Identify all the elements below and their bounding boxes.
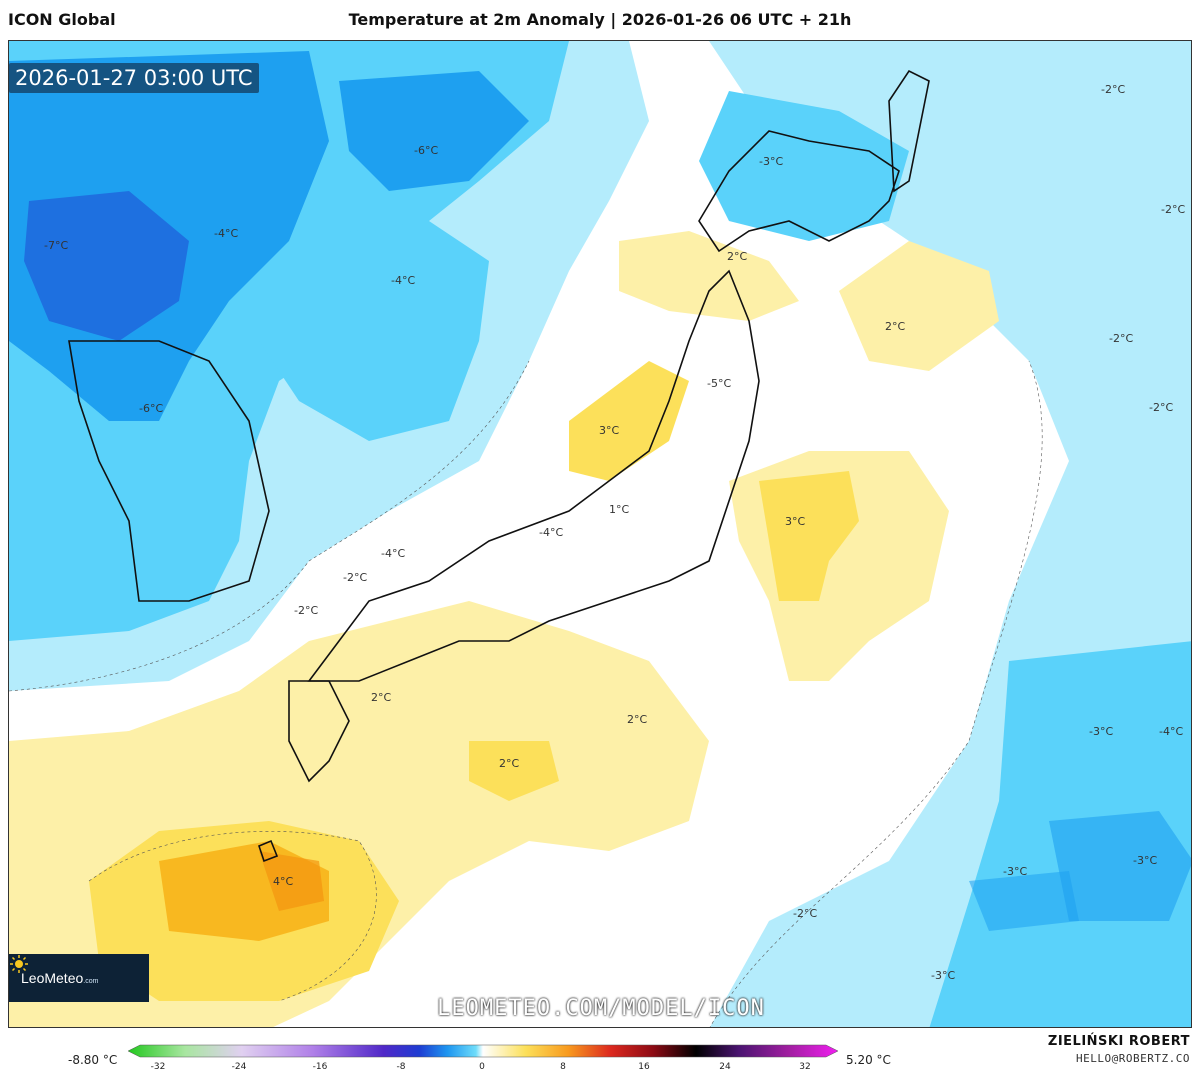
contour-label: -2°C [1149, 401, 1173, 414]
contour-label: 2°C [885, 320, 905, 333]
contour-label: 1°C [609, 503, 629, 516]
warm-deep-region [259, 851, 324, 911]
chart-title: Temperature at 2m Anomaly | 2026-01-26 0… [348, 10, 852, 29]
contour-label: -2°C [1101, 83, 1125, 96]
contour-label: 2°C [499, 757, 519, 770]
contour-label: 2°C [727, 250, 747, 263]
valid-time-badge: 2026-01-27 03:00 UTC [9, 63, 259, 93]
warm-pale-region [839, 241, 999, 371]
legend-tick: 32 [799, 1062, 811, 1072]
korea-coast [68, 340, 270, 602]
contour-label: -2°C [294, 604, 318, 617]
anomaly-map[interactable]: -6°C -7°C -4°C -4°C -2°C -3°C -2°C 2°C -… [8, 40, 1192, 1028]
colorbar-fill [128, 1044, 838, 1058]
legend-min-value: -8.80 °C [68, 1053, 118, 1067]
legend-tick: 8 [560, 1062, 566, 1072]
logo-text-suffix: .com [83, 978, 99, 985]
contour-label: -2°C [343, 571, 367, 584]
contour-label: -4°C [381, 547, 405, 560]
legend-tick: -24 [231, 1062, 247, 1072]
warm-mid-region [469, 741, 559, 801]
legend-tick: -32 [150, 1062, 166, 1072]
sakhalin-coast [888, 69, 930, 193]
legend-max-value: 5.20 °C [846, 1053, 891, 1067]
contour-label: -2°C [1161, 203, 1185, 216]
colorbar [128, 1044, 838, 1058]
header: ICON Global Temperature at 2m Anomaly | … [0, 0, 1200, 40]
watermark-url: LEOMETEO.COM/MODEL/ICON [437, 996, 765, 1021]
contour-label: -5°C [707, 377, 731, 390]
map-canvas: -6°C -7°C -4°C -4°C -2°C -3°C -2°C 2°C -… [9, 41, 1191, 1027]
contour-label: -4°C [214, 227, 238, 240]
coastlines [68, 69, 930, 863]
okinawa-island [258, 839, 279, 863]
cold-light-region [1049, 811, 1191, 921]
honshu-coast [307, 269, 760, 682]
legend-tick: -8 [396, 1062, 406, 1072]
contour-label: -4°C [391, 274, 415, 287]
contour-label: -2°C [1109, 332, 1133, 345]
contour-label: 3°C [599, 424, 619, 437]
cold-mid-region [699, 91, 909, 241]
leometeo-logo[interactable]: LeoMeteo.com [9, 954, 149, 1002]
contour-label: -7°C [44, 239, 68, 252]
legend-tick: 16 [638, 1062, 650, 1072]
contour-label: -4°C [1159, 725, 1183, 738]
cold-mid-region [259, 221, 489, 441]
hokkaido-coast [698, 130, 900, 253]
contour-label: -3°C [1133, 854, 1157, 867]
cold-deep-region [339, 71, 529, 191]
model-name: ICON Global [8, 10, 116, 29]
contour-lines [9, 360, 1043, 1027]
logo-text-main: LeoMeteo [21, 970, 84, 986]
legend-tick: 0 [479, 1062, 485, 1072]
contour-label: 2°C [627, 713, 647, 726]
legend-tick: 24 [719, 1062, 731, 1072]
contour-label: 3°C [785, 515, 805, 528]
warm-mid-region [569, 361, 689, 481]
contour-label: 4°C [273, 875, 293, 888]
cold-light-region [969, 871, 1079, 931]
legend-tick: -16 [312, 1062, 328, 1072]
contour-label: -3°C [759, 155, 783, 168]
contour-label: -6°C [139, 402, 163, 415]
warm-pale-region [619, 231, 799, 321]
sun-icon [10, 955, 28, 973]
warm-mid-region [759, 471, 859, 601]
kyushu-coast [288, 680, 350, 783]
contour-label: 2°C [371, 691, 391, 704]
logo-text: LeoMeteo.com [21, 970, 98, 986]
author-name: ZIELIŃSKI ROBERT [1047, 1034, 1190, 1049]
contour-label: -4°C [539, 526, 563, 539]
cold-deep-region [24, 191, 189, 341]
contour-label: -6°C [414, 144, 438, 157]
contour-labels: -6°C -7°C -4°C -4°C -2°C -3°C -2°C 2°C -… [44, 83, 1185, 982]
contour-label: -2°C [793, 907, 817, 920]
contour-label: -3°C [931, 969, 955, 982]
author-email[interactable]: HELLO@ROBERTZ.CO [1076, 1052, 1190, 1065]
contour-label: -3°C [1003, 865, 1027, 878]
contour-label: -3°C [1089, 725, 1113, 738]
